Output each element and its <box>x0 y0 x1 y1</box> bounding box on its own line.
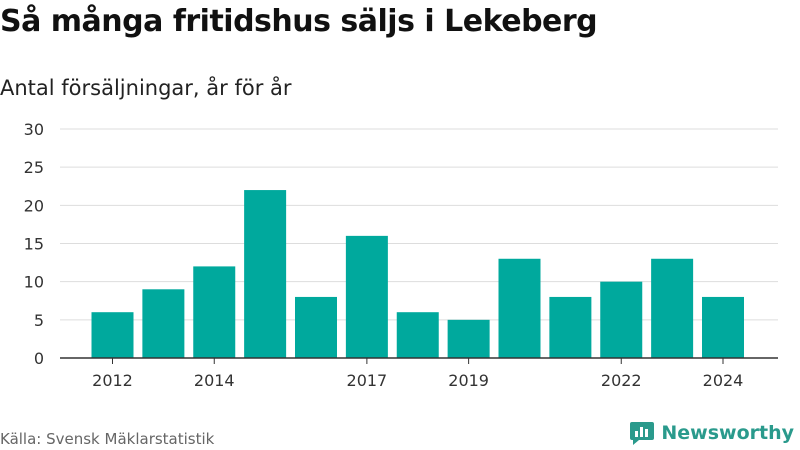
y-tick-label: 25 <box>24 158 44 177</box>
bar-2013 <box>142 289 185 358</box>
source-note: Källa: Svensk Mäklarstatistik <box>0 430 215 448</box>
bar-2024 <box>702 296 744 358</box>
chart-subtitle: Antal försäljningar, år för år <box>0 76 292 100</box>
chart-title: Så många fritidshus säljs i Lekeberg <box>0 4 598 39</box>
bars <box>91 190 744 358</box>
x-axis-ticks: 2012 2014 2017 2019 2022 2024 <box>92 358 743 390</box>
bar-2017 <box>345 235 388 358</box>
bar-2021 <box>549 296 592 358</box>
bar-2015 <box>244 190 287 358</box>
x-tick-label: 2024 <box>703 371 744 390</box>
x-tick-label: 2019 <box>448 371 489 390</box>
newsworthy-logo-icon <box>630 422 655 445</box>
y-tick-label: 20 <box>24 196 44 215</box>
y-axis-ticks: 0 5 10 15 20 25 30 <box>24 120 44 368</box>
bar-chart: 0 5 10 15 20 25 30 2012 2014 2017 2019 2022 2024 <box>24 120 778 390</box>
bar-2022 <box>600 281 643 358</box>
x-tick-label: 2012 <box>92 371 133 390</box>
y-tick-label: 0 <box>34 349 44 368</box>
bar-2023 <box>651 258 694 358</box>
y-tick-label: 5 <box>34 311 44 330</box>
bar-2019 <box>447 319 490 358</box>
bar-2014 <box>193 266 236 358</box>
x-tick-label: 2022 <box>601 371 642 390</box>
bar-2012 <box>91 312 134 358</box>
bar-2020 <box>498 258 541 358</box>
brand-logo: Newsworthy <box>629 420 794 446</box>
bar-2018 <box>396 312 439 358</box>
brand-name: Newsworthy <box>661 422 794 444</box>
x-tick-label: 2014 <box>194 371 235 390</box>
bar-2016 <box>295 296 337 358</box>
x-tick-label: 2017 <box>347 371 388 390</box>
y-tick-label: 30 <box>24 120 44 139</box>
y-tick-label: 10 <box>24 273 44 292</box>
y-tick-label: 15 <box>24 235 44 254</box>
